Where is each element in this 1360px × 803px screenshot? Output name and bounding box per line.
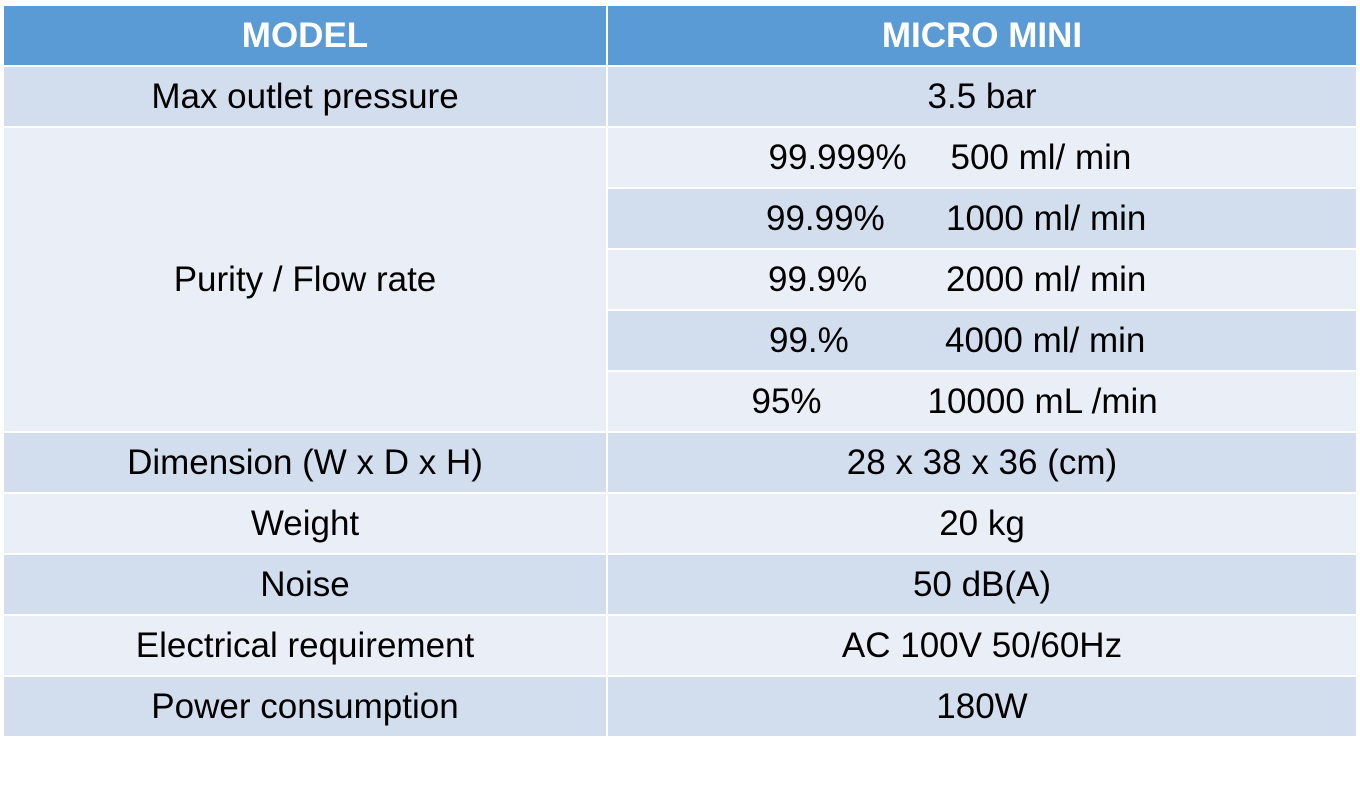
row-label: Weight <box>2 492 608 555</box>
purity-value: 99.99% <box>766 198 885 238</box>
table-header-row: MODEL MICRO MINI <box>2 4 1358 67</box>
purity-flow-entry: 99.% 4000 ml/ min <box>606 309 1358 372</box>
row-label: Electrical requirement <box>2 614 608 677</box>
row-label: Power consumption <box>2 675 608 738</box>
flow-value: 1000 ml/ min <box>946 198 1147 238</box>
row-value: 3.5 bar <box>606 65 1358 128</box>
row-value: 180W <box>606 675 1358 738</box>
purity-value: 95% <box>751 381 822 421</box>
table-row-power: Power consumption 180W <box>2 675 1358 738</box>
purity-flow-entry: 99.999% 500 ml/ min <box>606 126 1358 189</box>
row-value: 28 x 38 x 36 (cm) <box>606 431 1358 494</box>
row-value: 20 kg <box>606 492 1358 555</box>
table-row-electrical: Electrical requirement AC 100V 50/60Hz <box>2 614 1358 677</box>
table-row-purity-flow-2: 99.99% 1000 ml/ min <box>3 187 1358 250</box>
table-row-purity-flow-4: 99.% 4000 ml/ min <box>3 309 1358 372</box>
header-micro-mini: MICRO MINI <box>606 4 1358 67</box>
table-row-noise: Noise 50 dB(A) <box>2 553 1358 616</box>
header-model: MODEL <box>2 4 608 67</box>
table-row-purity-flow: Purity / Flow rate 99.999% 500 ml/ min <box>2 126 1358 433</box>
purity-value: 99.999% <box>768 137 907 177</box>
table-row-weight: Weight 20 kg <box>2 492 1358 555</box>
row-label-purity-flow: Purity / Flow rate <box>2 126 608 433</box>
purity-flow-entry: 99.9% 2000 ml/ min <box>606 248 1358 311</box>
row-value: 50 dB(A) <box>606 553 1358 616</box>
table-row-purity-flow-3: 99.9% 2000 ml/ min <box>3 248 1358 311</box>
flow-value: 2000 ml/ min <box>946 259 1147 299</box>
flow-value: 10000 mL /min <box>927 381 1158 421</box>
row-label: Max outlet pressure <box>2 65 608 128</box>
flow-value: 500 ml/ min <box>950 137 1132 177</box>
flow-value: 4000 ml/ min <box>945 320 1146 360</box>
spec-table: MODEL MICRO MINI Max outlet pressure 3.5… <box>2 4 1358 738</box>
row-label: Dimension (W x D x H) <box>2 431 608 494</box>
row-label: Noise <box>2 553 608 616</box>
purity-value: 99.9% <box>768 259 868 299</box>
purity-flow-entry: 99.99% 1000 ml/ min <box>606 187 1358 250</box>
table-row-max-outlet-pressure: Max outlet pressure 3.5 bar <box>2 65 1358 128</box>
purity-value: 99.% <box>769 320 849 360</box>
table-row-purity-flow-5: 95% 10000 mL /min <box>3 370 1358 433</box>
row-value: AC 100V 50/60Hz <box>606 614 1358 677</box>
purity-flow-entry: 95% 10000 mL /min <box>606 370 1358 433</box>
table-row-dimension: Dimension (W x D x H) 28 x 38 x 36 (cm) <box>2 431 1358 494</box>
